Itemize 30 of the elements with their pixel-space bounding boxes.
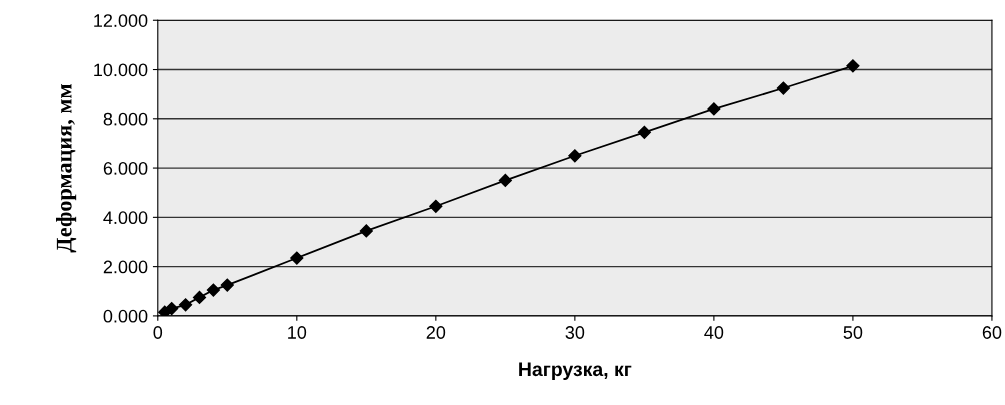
y-tick-label: 2.000	[103, 260, 148, 274]
point	[220, 278, 234, 292]
point	[192, 290, 207, 305]
point	[165, 301, 179, 316]
x-tick-label: 20	[426, 326, 446, 339]
point	[846, 59, 860, 73]
y-axis-title: Деформация, мм	[56, 84, 77, 253]
y-tick-label: 10.000	[94, 63, 148, 77]
x-tick-label: 10	[288, 326, 307, 339]
y-tick-label: 12.000	[94, 14, 148, 27]
x-tick-label: 60	[982, 326, 1002, 339]
point	[637, 125, 651, 139]
x-axis-title: Нагрузка, кг	[519, 362, 632, 381]
y-tick-label: 6.000	[103, 162, 148, 175]
point	[290, 251, 304, 265]
point	[206, 283, 220, 297]
point	[498, 173, 512, 187]
y-tick-label: 4.000	[103, 211, 148, 225]
x-tick-label: 0	[153, 326, 163, 339]
x-tick-label: 40	[704, 326, 724, 339]
x-tick-label: 50	[843, 326, 863, 339]
y-tick-label: 8.000	[103, 112, 148, 126]
point	[707, 102, 721, 116]
point	[568, 149, 582, 163]
x-tick-label: 30	[565, 326, 585, 339]
point	[359, 224, 373, 238]
point	[429, 199, 443, 213]
point	[179, 298, 193, 312]
point	[776, 81, 790, 95]
y-tick-label: 0.000	[103, 309, 148, 323]
